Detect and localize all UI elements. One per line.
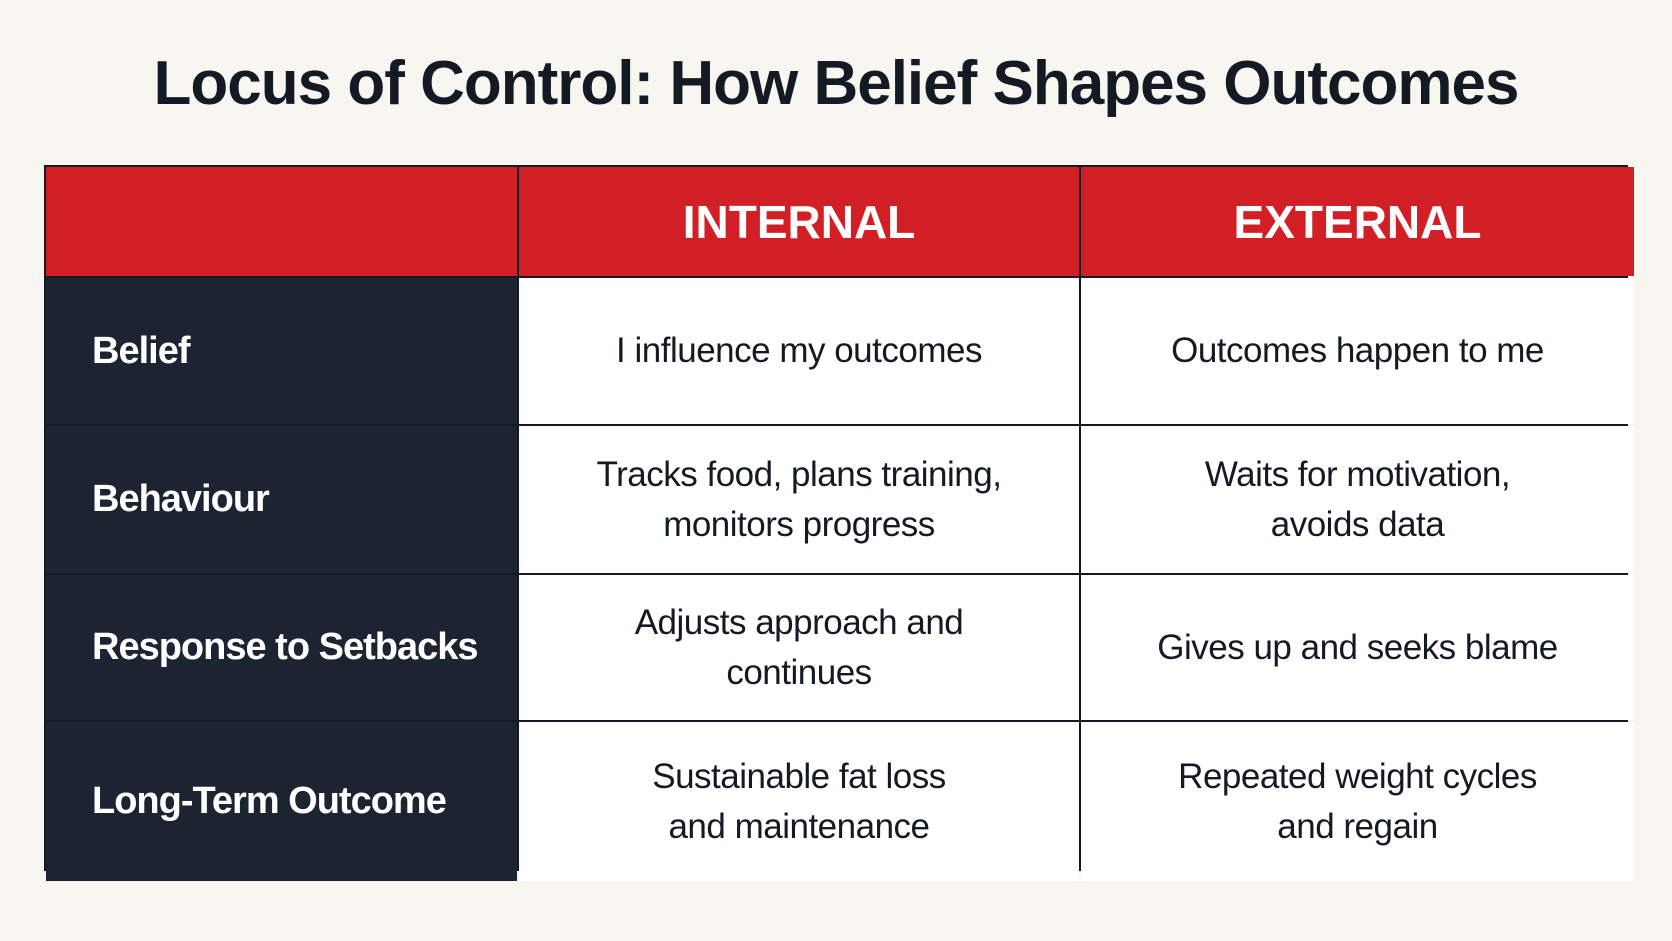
cell-text: INTERNAL: [682, 195, 916, 248]
value-cell: I influence my outcomes: [519, 278, 1079, 424]
title: Locus of Control: How Belief Shapes Outc…: [153, 49, 1520, 118]
cell-text: Belief: [92, 329, 190, 372]
cell-text: Tracks food, plans training,: [596, 454, 1002, 494]
cell-text: EXTERNAL: [1233, 195, 1482, 248]
value-cell: Repeated weight cycles and regain: [1081, 722, 1634, 881]
value-cell: Sustainable fat loss and maintenance: [519, 722, 1079, 881]
cell-text: Gives up and seeks blame: [1157, 627, 1558, 667]
cell-text: Adjusts approach and: [634, 602, 964, 642]
value-cell: Tracks food, plans training, monitors pro…: [519, 426, 1079, 573]
cell-text: continues: [726, 652, 872, 692]
value-cell: Outcomes happen to me: [1081, 278, 1634, 424]
cell-text: Repeated weight cycles: [1178, 756, 1537, 796]
value-cell: Gives up and seeks blame: [1081, 575, 1634, 720]
cell-text: Long-Term Outcome: [92, 780, 447, 822]
cell-text: I influence my outcomes: [616, 331, 982, 370]
column-header: EXTERNAL: [1081, 167, 1634, 276]
row-label: Long-Term Outcome: [46, 722, 517, 881]
cell-text: monitors progress: [663, 504, 935, 544]
cell-text: Outcomes happen to me: [1171, 331, 1544, 370]
value-cell: Waits for motivation, avoids data: [1081, 426, 1634, 573]
cell-text: and maintenance: [668, 806, 930, 846]
cell-text: and regain: [1277, 806, 1438, 846]
cell-text: Response to Setbacks: [92, 626, 478, 668]
value-cell: Adjusts approach and continues: [519, 575, 1079, 720]
header-corner: [46, 167, 517, 276]
row-label: Belief: [46, 278, 517, 424]
cell-text: Waits for motivation,: [1204, 454, 1511, 494]
row-label: Response to Setbacks: [46, 575, 517, 720]
comparison-table: INTERNAL EXTERNAL Belief I influence my out…: [44, 165, 1634, 881]
cell-text: Behaviour: [92, 478, 270, 520]
cell-text: Sustainable fat loss: [652, 756, 946, 796]
row-label: Behaviour: [46, 426, 517, 573]
column-header: INTERNAL: [519, 167, 1079, 276]
cell-text: avoids data: [1270, 504, 1445, 544]
